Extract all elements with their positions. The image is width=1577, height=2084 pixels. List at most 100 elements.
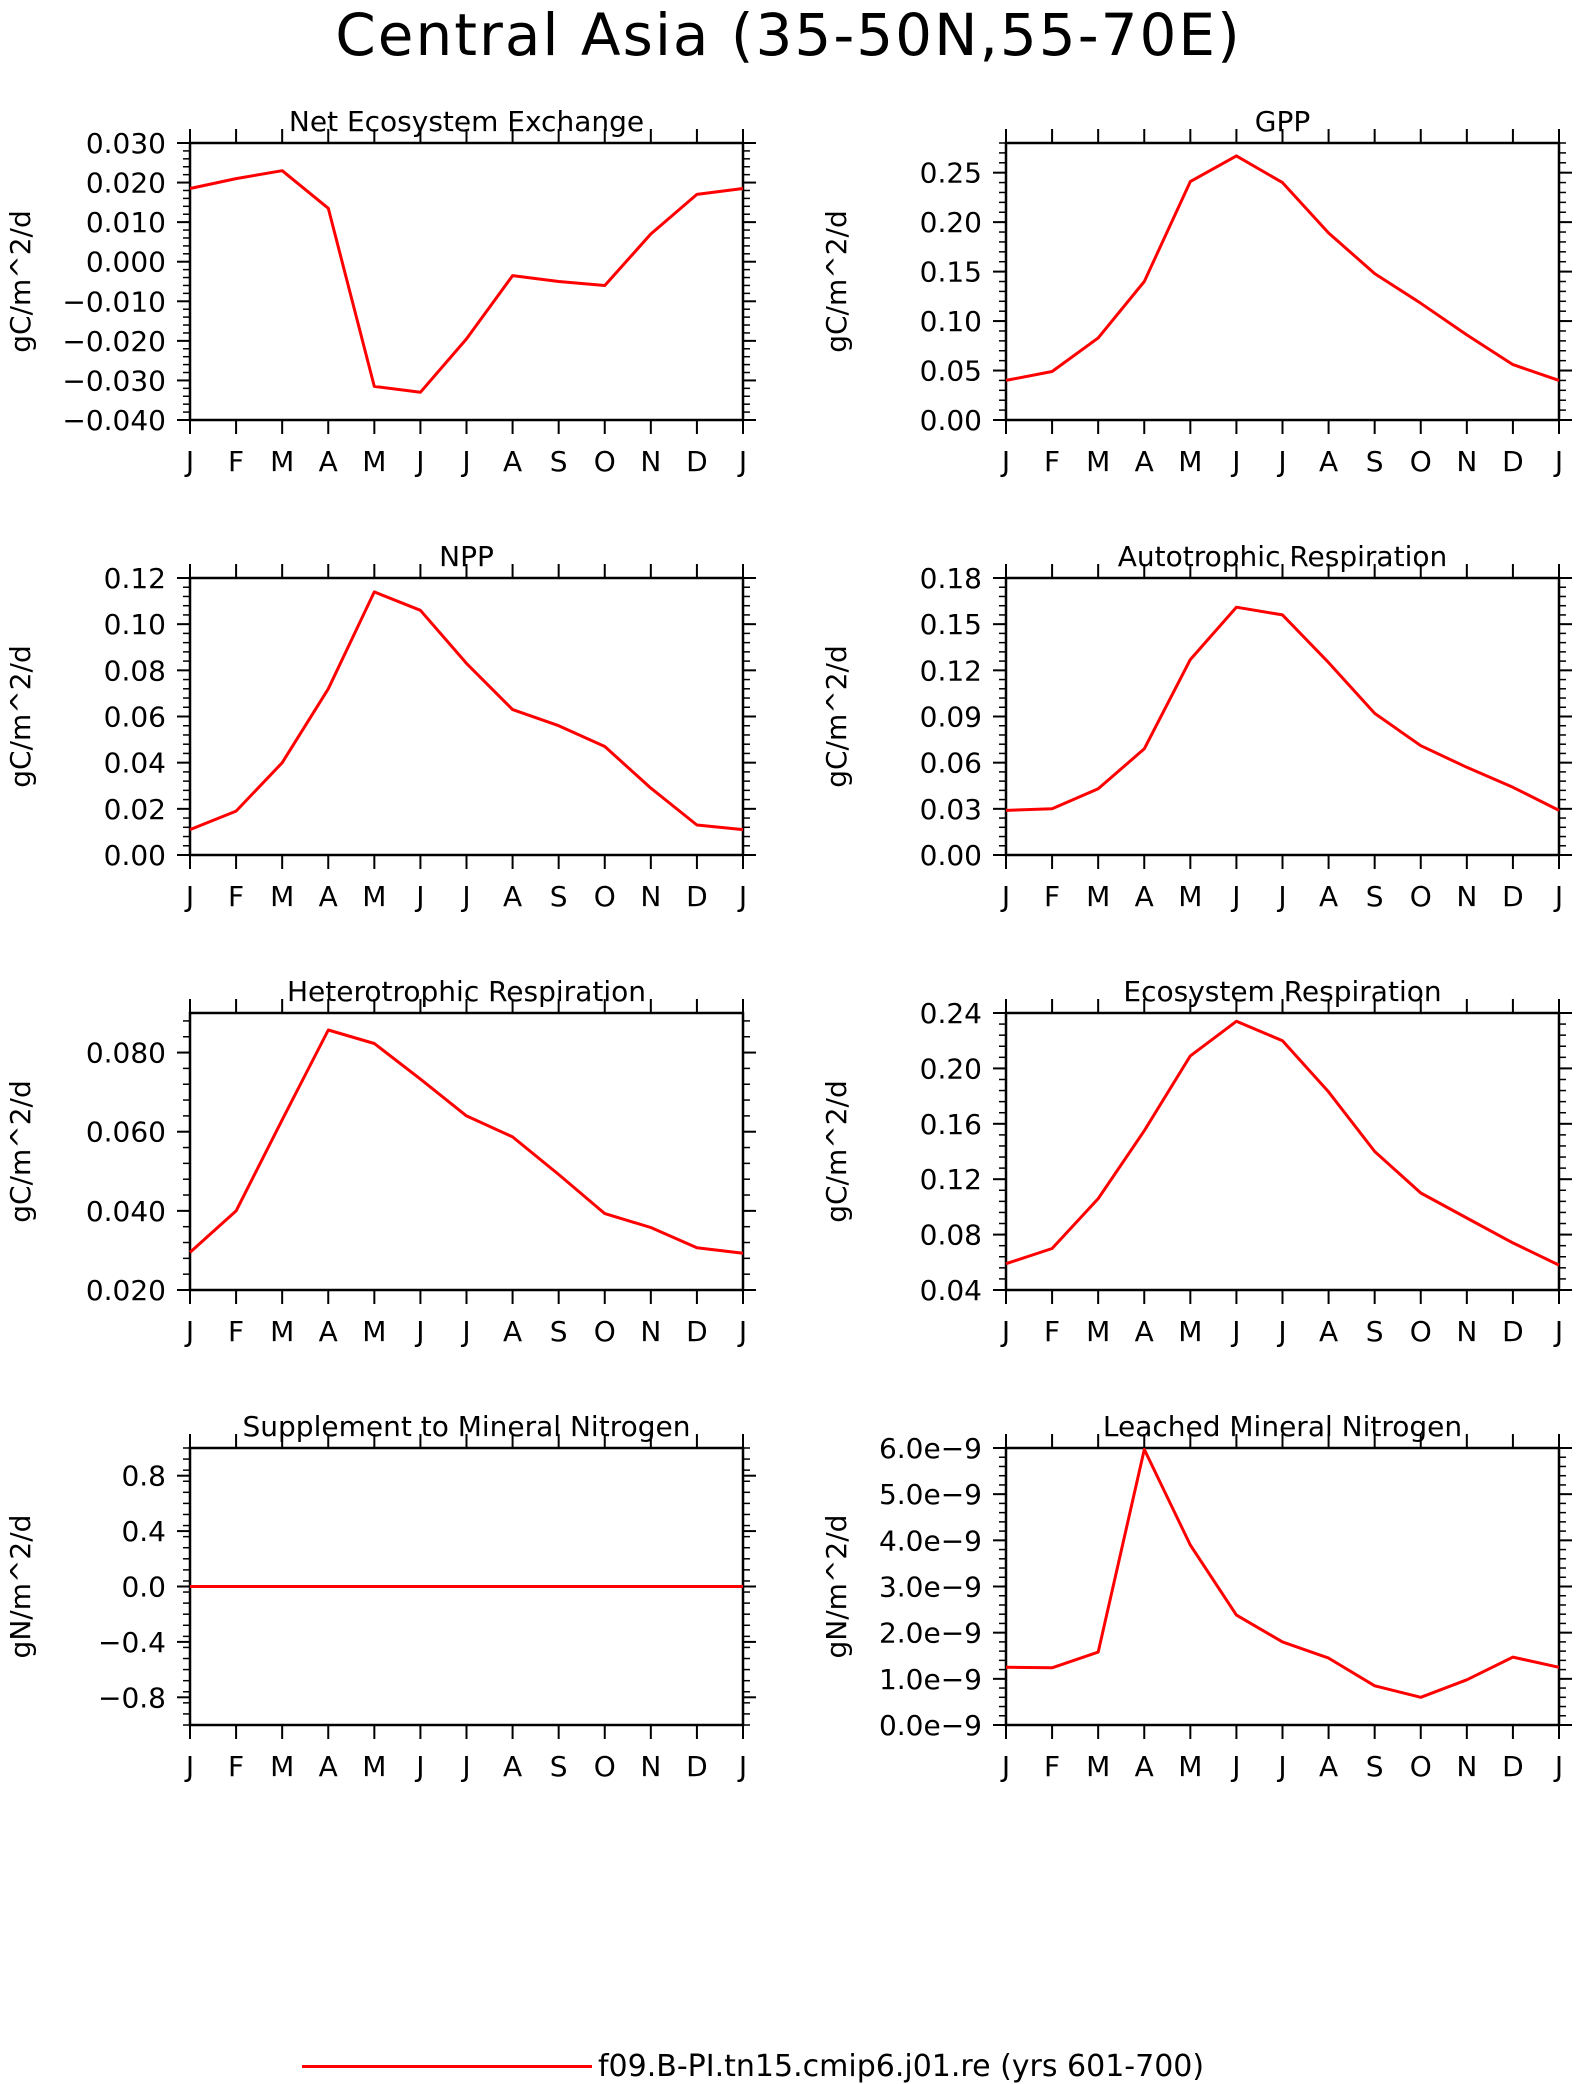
x-tick-label: D xyxy=(686,880,708,913)
y-tick-label: 0.060 xyxy=(86,1116,166,1149)
x-tick-label: S xyxy=(550,1315,568,1348)
x-tick-label: D xyxy=(686,1750,708,1783)
x-tick-label: A xyxy=(1135,880,1154,913)
x-tick-label: D xyxy=(1502,880,1524,913)
series-line xyxy=(1005,1447,1560,1699)
x-tick-label: N xyxy=(640,445,661,478)
x-tick-label: M xyxy=(1178,445,1202,478)
y-tick-label: 0.020 xyxy=(86,167,166,200)
x-tick-label: J xyxy=(1000,1750,1010,1783)
plot-frame xyxy=(1004,1011,1561,1292)
x-tick-label: J xyxy=(184,1315,194,1348)
x-tick-label: J xyxy=(414,445,424,478)
y-tick-label: 0.10 xyxy=(104,608,166,641)
y-tick-label: 0.080 xyxy=(86,1037,166,1070)
x-tick-label: M xyxy=(1086,1315,1110,1348)
x-tick-label: F xyxy=(228,880,244,913)
x-tick-label: D xyxy=(686,1315,708,1348)
x-tick-label: J xyxy=(184,880,194,913)
x-tick-label: A xyxy=(1135,1750,1154,1783)
x-tick-label: A xyxy=(503,445,522,478)
x-tick-label: M xyxy=(1178,1750,1202,1783)
x-tick-label: M xyxy=(1178,880,1202,913)
y-tick-label: 0.08 xyxy=(920,1219,982,1252)
x-tick-label: F xyxy=(1044,1750,1060,1783)
y-tick-label: 0.04 xyxy=(920,1274,982,1307)
y-tick-label: 0.25 xyxy=(920,157,982,190)
x-tick-label: J xyxy=(1000,445,1010,478)
x-tick-label: S xyxy=(550,445,568,478)
x-tick-label: S xyxy=(1366,880,1384,913)
x-tick-label: J xyxy=(737,1315,747,1348)
plot-frame xyxy=(188,576,745,857)
y-tick-label: 0.04 xyxy=(104,747,166,780)
x-tick-label: A xyxy=(1135,1315,1154,1348)
y-tick-label: 0.12 xyxy=(104,562,166,595)
x-tick-label: J xyxy=(1230,1315,1240,1348)
x-tick-label: J xyxy=(184,1750,194,1783)
x-tick-label: J xyxy=(460,445,470,478)
x-tick-label: J xyxy=(414,1750,424,1783)
x-tick-label: F xyxy=(1044,445,1060,478)
y-tick-label: 0.10 xyxy=(920,305,982,338)
y-tick-label: 0.20 xyxy=(920,206,982,239)
x-tick-label: A xyxy=(319,880,338,913)
y-axis-label: gC/m^2/d xyxy=(4,210,37,353)
x-tick-label: M xyxy=(270,880,294,913)
x-tick-label: O xyxy=(1410,880,1432,913)
y-tick-label: 0.4 xyxy=(121,1515,166,1548)
y-tick-label: 1.0e−9 xyxy=(879,1663,982,1696)
y-tick-label: 6.0e−9 xyxy=(879,1432,982,1465)
y-tick-label: 0.08 xyxy=(104,654,166,687)
x-tick-label: J xyxy=(1230,445,1240,478)
y-tick-label: 0.05 xyxy=(920,355,982,388)
x-tick-label: N xyxy=(1456,880,1477,913)
y-tick-label: −0.010 xyxy=(62,285,166,318)
x-tick-label: A xyxy=(1319,880,1338,913)
x-tick-label: J xyxy=(460,1315,470,1348)
x-tick-label: F xyxy=(1044,880,1060,913)
y-tick-label: 5.0e−9 xyxy=(879,1478,982,1511)
series-line xyxy=(189,169,744,394)
x-tick-label: A xyxy=(1319,445,1338,478)
plot-frame xyxy=(1004,576,1561,857)
x-tick-label: F xyxy=(228,1750,244,1783)
y-tick-label: −0.040 xyxy=(62,404,166,437)
x-tick-label: F xyxy=(228,445,244,478)
x-tick-label: F xyxy=(1044,1315,1060,1348)
y-axis-label: gC/m^2/d xyxy=(820,645,853,788)
x-tick-label: A xyxy=(1319,1750,1338,1783)
x-tick-label: M xyxy=(1086,445,1110,478)
x-tick-label: O xyxy=(594,1315,616,1348)
y-tick-label: 0.040 xyxy=(86,1195,166,1228)
y-tick-label: 0.06 xyxy=(104,701,166,734)
x-tick-label: M xyxy=(362,1315,386,1348)
x-tick-label: A xyxy=(503,1315,522,1348)
x-tick-label: A xyxy=(503,1750,522,1783)
y-tick-label: 0.24 xyxy=(920,997,982,1030)
x-tick-label: M xyxy=(362,1750,386,1783)
y-axis-label: gC/m^2/d xyxy=(4,645,37,788)
y-tick-label: 4.0e−9 xyxy=(879,1524,982,1557)
x-tick-label: N xyxy=(1456,445,1477,478)
page-title: Central Asia (35-50N,55-70E) xyxy=(335,1,1242,69)
x-tick-label: J xyxy=(460,880,470,913)
x-tick-label: J xyxy=(184,445,194,478)
x-tick-label: M xyxy=(270,1750,294,1783)
y-tick-label: 0.16 xyxy=(920,1108,982,1141)
x-tick-label: O xyxy=(1410,1750,1432,1783)
y-tick-label: 0.00 xyxy=(920,404,982,437)
series-line xyxy=(189,590,744,832)
y-tick-label: 0.03 xyxy=(920,793,982,826)
x-tick-label: A xyxy=(1319,1315,1338,1348)
x-tick-label: S xyxy=(1366,1315,1384,1348)
x-tick-label: J xyxy=(1553,1315,1563,1348)
x-tick-label: M xyxy=(1178,1315,1202,1348)
x-tick-label: O xyxy=(594,445,616,478)
x-tick-label: J xyxy=(737,880,747,913)
x-tick-label: D xyxy=(1502,1750,1524,1783)
x-tick-label: M xyxy=(1086,880,1110,913)
